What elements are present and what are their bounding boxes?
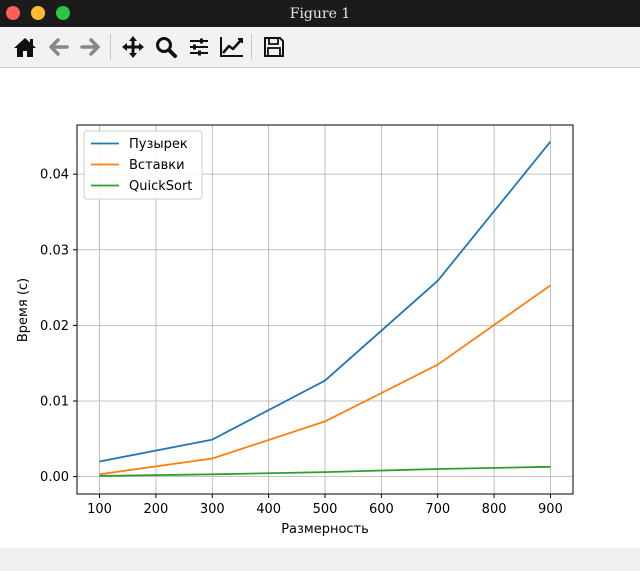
back-button[interactable] xyxy=(43,32,73,62)
x-tick-label: 600 xyxy=(369,502,394,517)
maximize-window-button[interactable] xyxy=(56,6,70,20)
series-line-2 xyxy=(99,465,551,477)
title-bar: Figure 1 xyxy=(0,0,640,27)
window-controls xyxy=(6,6,70,20)
home-button[interactable] xyxy=(10,32,40,62)
x-tick-label: 500 xyxy=(313,502,338,517)
navigation-toolbar xyxy=(0,27,640,68)
x-tick-label: 100 xyxy=(87,502,112,517)
x-tick-label: 700 xyxy=(425,502,450,517)
y-tick-label: 0.01 xyxy=(40,394,69,409)
x-tick-label: 800 xyxy=(482,502,507,517)
x-tick-label: 900 xyxy=(538,502,563,517)
x-tick-label: 400 xyxy=(256,502,281,517)
toolbar-separator xyxy=(251,34,252,60)
zoom-icon xyxy=(156,37,177,58)
legend: Пузырек Вставки QuickSort xyxy=(83,130,203,200)
x-axis-ticks: 100 200 300 400 500 600 700 800 900 xyxy=(87,494,563,517)
legend-box xyxy=(83,130,203,200)
forward-arrow-icon xyxy=(80,38,100,56)
y-tick-label: 0.02 xyxy=(40,319,69,334)
legend-label-1: Вставки xyxy=(129,158,185,173)
y-axis-ticks: 0.00 0.01 0.02 0.03 0.04 xyxy=(40,168,77,485)
configure-subplots-button[interactable] xyxy=(184,32,214,62)
edit-axis-icon xyxy=(220,37,243,57)
x-axis-label: Размерность xyxy=(281,522,369,537)
series-lines xyxy=(99,141,552,477)
pan-icon xyxy=(122,36,144,58)
close-window-button[interactable] xyxy=(6,6,20,20)
zoom-button[interactable] xyxy=(151,32,181,62)
series-line-0 xyxy=(99,141,552,463)
save-button[interactable] xyxy=(259,32,289,62)
y-tick-label: 0.00 xyxy=(40,470,69,485)
line-chart: 100 200 300 400 500 600 700 800 900 0.00 0.01 0.02… xyxy=(16,124,574,537)
y-tick-label: 0.03 xyxy=(40,243,69,258)
legend-label-2: QuickSort xyxy=(129,179,192,194)
series-line-1 xyxy=(99,284,552,476)
figure-canvas[interactable]: 100 200 300 400 500 600 700 800 900 0.00 0.01 0.02… xyxy=(0,68,640,548)
grid-lines xyxy=(77,125,573,494)
save-icon xyxy=(264,37,284,57)
legend-label-0: Пузырек xyxy=(129,137,188,152)
window-title: Figure 1 xyxy=(289,5,351,22)
x-tick-label: 300 xyxy=(200,502,225,517)
minimize-window-button[interactable] xyxy=(31,6,45,20)
y-tick-label: 0.04 xyxy=(40,168,69,183)
home-icon xyxy=(14,38,36,57)
y-axis-label: Время (с) xyxy=(16,278,31,342)
pan-button[interactable] xyxy=(118,32,148,62)
edit-axis-button[interactable] xyxy=(217,32,247,62)
toolbar-separator xyxy=(110,34,111,60)
back-arrow-icon xyxy=(49,38,69,56)
configure-subplots-icon xyxy=(190,38,208,56)
x-tick-label: 200 xyxy=(143,502,168,517)
forward-button[interactable] xyxy=(76,32,106,62)
status-bar xyxy=(0,548,640,571)
